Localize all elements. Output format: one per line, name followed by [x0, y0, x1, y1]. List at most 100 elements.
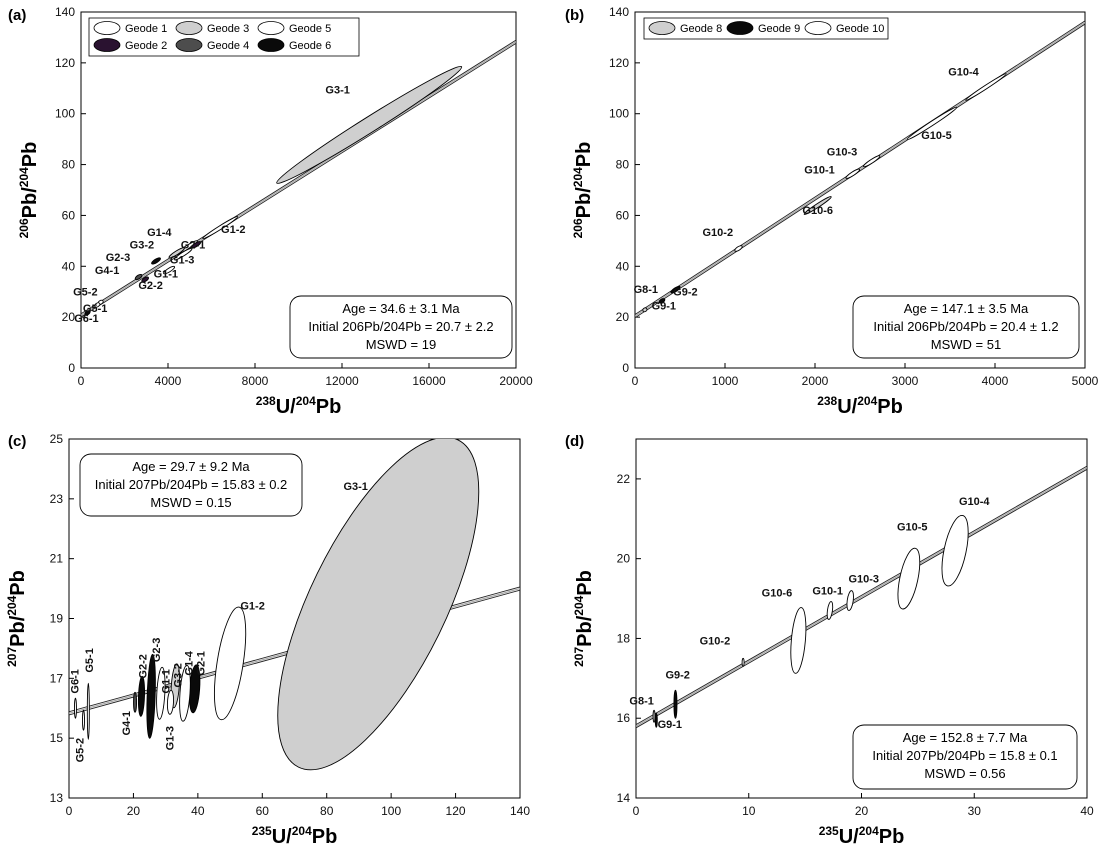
- data-label: G4-1: [121, 711, 133, 735]
- data-label: G5-1: [84, 648, 96, 672]
- data-label: G8-1: [629, 695, 653, 707]
- data-label: G1-4: [183, 650, 195, 675]
- stats-box: [852, 295, 1080, 359]
- data-ellipse: [803, 196, 832, 215]
- y-tick-label: 60: [62, 208, 76, 222]
- y-tick-label: 140: [609, 5, 629, 19]
- chart-panel-d: (d)0 10 20 30 401416182022235U/204Pb207Pb/20…: [565, 433, 1094, 848]
- x-axis-label-part: 204: [296, 394, 316, 408]
- x-tick-label: 30: [968, 804, 982, 818]
- data-label: G2-1: [181, 239, 205, 251]
- stats-line: Initial 207Pb/204Pb = 15.83 ± 0.2: [95, 477, 288, 492]
- x-axis-label-part: Pb: [316, 396, 342, 418]
- data-ellipse: [86, 682, 90, 740]
- isochron-line-lower: [81, 42, 516, 318]
- chart-panel-b: (b) 0 1000 2000 3000 4000 5000 0 20 40 60 80 100 120 1…: [565, 5, 1099, 418]
- x-axis-label-part: Pb: [312, 826, 338, 848]
- data-ellipse: [202, 216, 239, 240]
- y-tick-label: 60: [616, 208, 630, 222]
- x-tick-label: 8000: [242, 374, 269, 388]
- y-axis-label-part: 206: [17, 218, 31, 238]
- data-ellipse: [670, 285, 681, 294]
- legend-entry: Geode 10: [836, 23, 884, 35]
- data-ellipse: [897, 547, 921, 610]
- stats-line: Age = 29.7 ± 9.2 Ma: [132, 459, 250, 474]
- legend-entry: Geode 2: [125, 40, 167, 52]
- x-tick-label: 20000: [499, 374, 533, 388]
- data-ellipse: [133, 691, 137, 713]
- y-tick-label: 0: [68, 361, 75, 375]
- x-tick-label: 3000: [892, 374, 919, 388]
- plot-area: [636, 465, 1087, 729]
- x-tick-label: 140: [510, 804, 530, 818]
- data-label: G10-1: [812, 586, 843, 598]
- x-tick-label: 0: [78, 374, 85, 388]
- data-label: G10-4: [959, 496, 990, 508]
- data-ellipse: [673, 689, 678, 719]
- y-tick-label: 80: [616, 158, 630, 172]
- x-axis-label-part: Pb: [879, 826, 905, 848]
- data-ellipse: [652, 709, 656, 723]
- data-label: G5-2: [74, 738, 86, 762]
- isochron-line-upper: [636, 465, 1087, 725]
- stats-line: MSWD = 0.15: [150, 495, 231, 510]
- y-tick-label: 17: [50, 671, 64, 685]
- x-tick-label: 40: [1080, 804, 1094, 818]
- x-axis-label-part: U/: [837, 396, 857, 418]
- legend-entry: Geode 9: [758, 23, 800, 35]
- data-label: G2-3: [106, 252, 130, 264]
- y-axis-label-part: Pb/: [573, 187, 595, 219]
- data-label: G5-1: [83, 303, 107, 315]
- data-ellipse: [168, 247, 185, 259]
- y-tick-label: 40: [616, 259, 630, 273]
- y-tick-label: 14: [617, 791, 631, 805]
- stats-line: Age = 147.1 ± 3.5 Ma: [904, 301, 1029, 316]
- data-label: G6-1: [70, 669, 82, 693]
- data-ellipse: [790, 607, 807, 674]
- y-tick-label: 20: [617, 552, 631, 566]
- x-tick-label: 80: [320, 804, 334, 818]
- y-tick-label: 20: [62, 310, 76, 324]
- plot-area: [635, 20, 1085, 319]
- y-axis-label-part: Pb/: [7, 615, 29, 647]
- y-tick-label: 21: [50, 552, 64, 566]
- x-axis-label-part: Pb: [877, 396, 903, 418]
- y-tick-label: 100: [55, 107, 75, 121]
- data-ellipse: [174, 247, 193, 261]
- y-axis-label-part: Pb: [7, 570, 29, 596]
- data-ellipse: [654, 712, 658, 728]
- data-label: G10-3: [848, 574, 879, 586]
- y-axis-label-part: 204: [17, 167, 31, 187]
- legend-entry: Geode 1: [125, 23, 167, 35]
- x-axis-label-part: U/: [276, 396, 296, 418]
- data-ellipse: [741, 657, 745, 667]
- data-label: G10-6: [802, 205, 833, 217]
- x-axis-label-part: U/: [839, 826, 859, 848]
- data-label: G3-2: [130, 239, 154, 251]
- data-ellipse: [94, 302, 101, 308]
- y-tick-label: 100: [609, 107, 629, 121]
- data-label: G6-1: [74, 313, 98, 325]
- stats-line: Age = 34.6 ± 3.1 Ma: [342, 301, 460, 316]
- legend-swatch: [175, 38, 203, 52]
- data-label: G4-1: [95, 265, 119, 277]
- data-ellipse: [734, 245, 743, 252]
- data-label: G10-5: [921, 130, 952, 142]
- x-tick-label: 20: [127, 804, 141, 818]
- panel-label: (d): [565, 433, 584, 450]
- legend-swatch: [726, 21, 754, 35]
- y-tick-label: 22: [617, 472, 631, 486]
- data-ellipse: [156, 666, 166, 720]
- plot-area: [81, 39, 516, 318]
- data-label: G1-3: [165, 726, 177, 750]
- legend-entry: Geode 4: [207, 40, 249, 52]
- data-ellipse: [84, 310, 91, 316]
- x-tick-label: 0: [633, 804, 640, 818]
- y-tick-label: 18: [617, 631, 631, 645]
- data-label: G3-1: [325, 84, 349, 96]
- x-axis-label-part: 238: [817, 394, 837, 408]
- data-label: G2-2: [137, 654, 149, 678]
- y-axis-label-part: Pb: [19, 142, 41, 168]
- data-label: G2-2: [138, 280, 162, 292]
- y-tick-label: 0: [622, 361, 629, 375]
